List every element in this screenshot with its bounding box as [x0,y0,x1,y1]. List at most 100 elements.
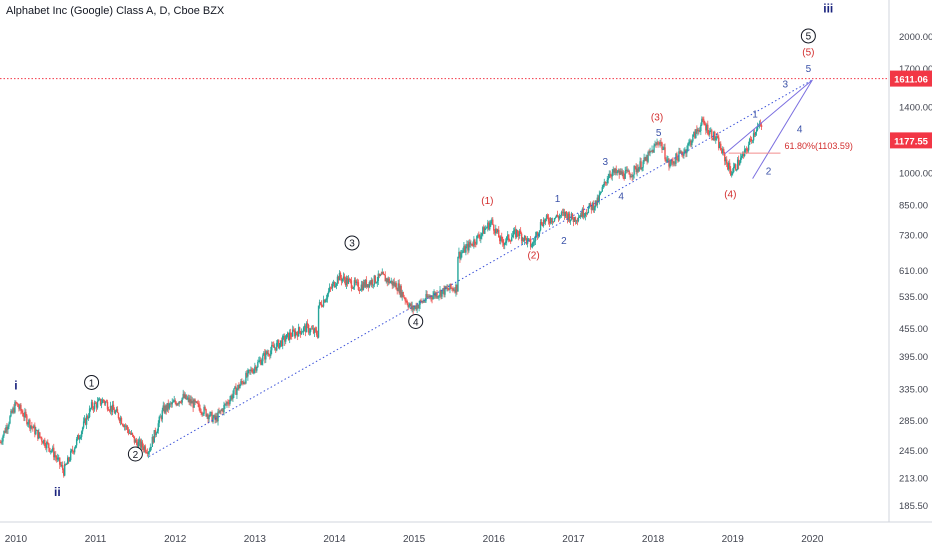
candle-body [514,229,517,238]
candle-body [100,402,103,405]
candle-body [224,403,226,406]
candle-body [633,166,635,175]
candle-body [402,291,404,298]
candle-body [127,429,130,434]
candle-body [395,283,397,290]
candle-body [92,407,95,410]
candle-body [87,417,90,419]
candle-body [756,126,759,130]
candle-body [162,405,164,411]
candle-body [136,442,139,449]
candle-body [392,281,394,286]
candle-body [439,290,441,296]
candle-body [739,157,742,163]
candle-body [18,406,20,409]
candle-body [203,406,205,414]
candle-body [749,139,752,140]
candle-body [748,139,751,145]
candle-body [559,215,562,217]
candle-body [196,401,198,404]
candle-body [501,236,503,240]
candle-body [204,406,206,410]
candle-body [599,192,601,195]
candle-body [526,238,529,244]
candle-body [199,407,201,413]
candle-body [512,230,515,236]
candle-body [142,446,145,450]
candle-body [10,410,12,417]
y-tick-label: 1400.00 [899,102,932,113]
candle-body [613,169,615,173]
candle-body [433,292,435,296]
candle-body [295,331,298,334]
candle-body [461,252,463,254]
candle-body [684,149,686,153]
candle-body [615,168,617,174]
candle-body [344,279,347,286]
candle-body [759,123,762,126]
candle-body [229,399,231,404]
candle-body [128,432,131,434]
wave-label-circle [408,313,424,329]
candle-body [386,278,388,283]
candle-body [509,240,512,242]
price-marker-label: 1611.06 [894,75,928,86]
candle-body [572,218,575,222]
y-tick-label: 185.50 [899,501,928,512]
candle-body [251,369,253,372]
candle-body [304,325,307,333]
candle-body [97,399,100,402]
y-tick-label: 213.00 [899,474,928,485]
candle-body [168,403,170,409]
candle-body [707,124,709,134]
candle-body [166,403,168,411]
candle-body [375,282,378,284]
candle-body [632,174,634,177]
candle-body [317,305,320,338]
candle-body [538,230,541,234]
candle-body [486,227,488,229]
x-tick-label: 2019 [722,534,745,545]
candle-body [318,302,321,306]
candle-body [525,238,528,244]
candle-body [143,446,146,450]
candle-body [287,332,290,340]
candle-body [609,173,611,176]
candle-body [72,451,75,453]
candle-body [667,159,669,161]
candle-body [47,442,49,444]
candle-body [153,430,156,443]
candle-body [442,288,444,291]
y-tick-label: 2000.00 [899,32,932,43]
candle-body [453,289,455,291]
candle-body [639,161,641,168]
candle-body [544,218,547,223]
candle-body [629,174,631,178]
candle-body [174,400,176,403]
candle-body [33,425,35,429]
candle-body [659,142,661,145]
candle-body [740,156,743,158]
candle-body [497,229,499,233]
candle-body [384,275,386,282]
candle-body [600,191,602,193]
candle-body [477,234,479,236]
candle-body [69,451,72,461]
candle-body [241,381,243,383]
candle-body [513,229,516,231]
candle-body [653,145,655,153]
candle-body [200,412,202,413]
candle-body [85,416,88,425]
candle-body [313,328,316,333]
wave-label-circle [800,28,816,44]
candle-body [2,435,4,442]
candle-body [481,232,483,236]
candle-body [88,408,91,418]
candle-body [718,137,720,149]
candle-body [165,405,167,411]
candle-body [287,332,289,335]
x-tick-label: 2017 [562,534,585,545]
candle-body [59,457,61,465]
candle-body [731,173,733,176]
candle-body [368,282,371,288]
